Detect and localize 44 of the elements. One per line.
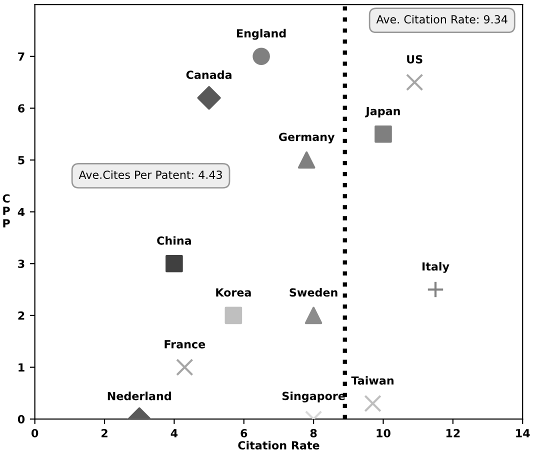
series-label: Germany — [278, 132, 335, 144]
x-tick-label: 4 — [170, 429, 178, 438]
annotation: Ave. Citation Rate: 9.34 — [376, 14, 508, 24]
point — [197, 86, 221, 110]
x-tick-label: 2 — [102, 428, 108, 438]
series-label: Canada — [186, 70, 232, 80]
point — [364, 394, 382, 412]
series-label: Taiwan — [351, 376, 394, 385]
y-tick-label: 6 — [18, 104, 25, 113]
x-tick-label: 0 — [32, 428, 38, 438]
x-tick-label: 8 — [310, 428, 317, 438]
x-tick-label: 14 — [516, 429, 530, 438]
y-tick-label: 0 — [18, 415, 25, 424]
point — [176, 358, 194, 376]
series-label: England — [237, 28, 286, 40]
x-tick-label: 10 — [376, 428, 390, 438]
series-label: Nederland — [108, 392, 171, 400]
y-tick-label: 1 — [18, 363, 24, 372]
series-label: Italy — [422, 262, 450, 273]
point — [252, 48, 270, 66]
series-label: France — [164, 340, 206, 348]
series-label: Korea — [216, 288, 251, 297]
y-tick-label: 7 — [18, 52, 24, 61]
x-tick-label: 6 — [240, 429, 248, 438]
y-tick-label: 2 — [18, 311, 24, 320]
series-label: Singapore — [282, 392, 345, 402]
point — [304, 306, 322, 324]
point — [298, 151, 316, 169]
series-label: US — [407, 55, 422, 64]
x-axis-title: Citation Rate — [238, 440, 320, 450]
series-label: China — [157, 236, 191, 245]
y-tick-label: 3 — [18, 260, 24, 268]
point — [426, 280, 444, 298]
y-tick-label: 5 — [18, 156, 24, 164]
series-label: Japan — [365, 107, 400, 118]
point — [166, 254, 183, 272]
point — [374, 125, 392, 143]
point — [224, 306, 242, 324]
annotation: Ave.Cites Per Patent: 4.43 — [78, 170, 222, 179]
y-tick-label: 4 — [18, 208, 25, 216]
y-axis-title: CPP — [2, 194, 10, 228]
point — [406, 74, 424, 91]
x-tick-label: 12 — [446, 428, 460, 438]
series-label: Sweden — [290, 288, 338, 297]
